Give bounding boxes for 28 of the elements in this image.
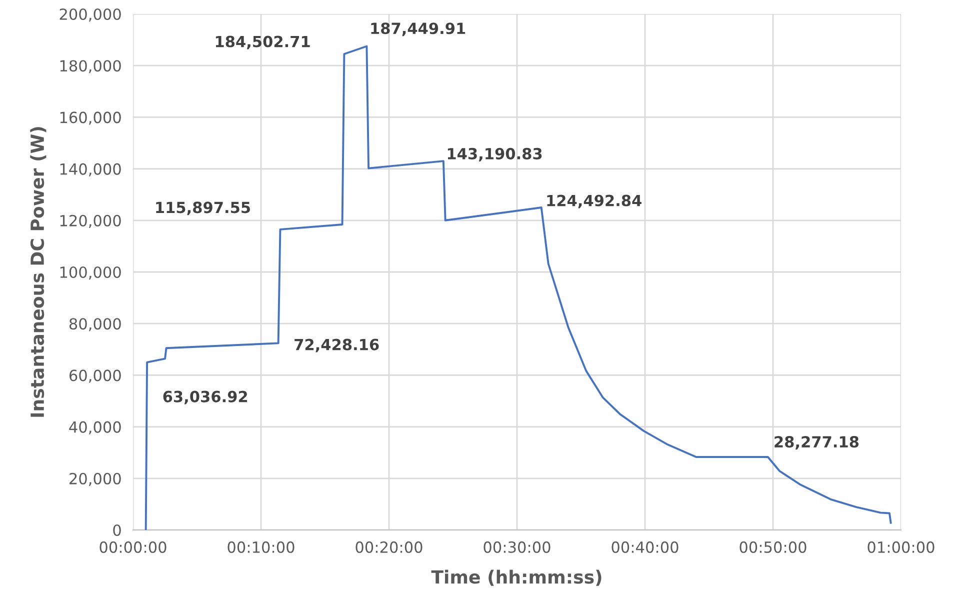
x-axis-title: Time (hh:mm:ss): [431, 570, 602, 586]
x-tick-label: 00:20:00: [356, 541, 422, 553]
y-tick-label: 20,000: [70, 472, 121, 486]
annotation: 187,449.91: [371, 22, 466, 36]
y-tick-label: 60,000: [70, 370, 121, 383]
y-tick-label: 120,000: [60, 214, 121, 228]
y-tick-label: 140,000: [60, 163, 121, 176]
y-tick-label: 80,000: [69, 318, 121, 332]
y-tick-label: 40,000: [69, 421, 121, 434]
y-tick-label: 100,000: [60, 266, 121, 280]
y-tick-label: 160,000: [60, 112, 121, 125]
x-tick-label: 00:00:00: [100, 541, 166, 553]
annotation: 143,190.83: [448, 148, 542, 162]
annotation: 184,502.71: [216, 36, 310, 50]
y-tick-label: 200,000: [60, 8, 121, 22]
y-axis-title: Instantaneous DC Power (W): [30, 127, 46, 417]
annotation: 63,036.92: [163, 390, 248, 404]
y-tick-label: 0: [113, 524, 121, 536]
x-tick-label: 01:00:00: [868, 541, 934, 553]
annotation: 72,428.16: [294, 338, 379, 352]
annotation: 124,492.84: [547, 194, 642, 208]
y-tick-label: 180,000: [60, 60, 121, 74]
x-tick-label: 00:30:00: [484, 541, 550, 553]
x-tick-label: 00:50:00: [740, 541, 806, 553]
x-tick-label: 00:10:00: [228, 541, 294, 553]
annotation: 115,897.55: [156, 202, 250, 216]
x-tick-label: 00:40:00: [612, 541, 678, 553]
annotation: 28,277.18: [774, 436, 859, 450]
